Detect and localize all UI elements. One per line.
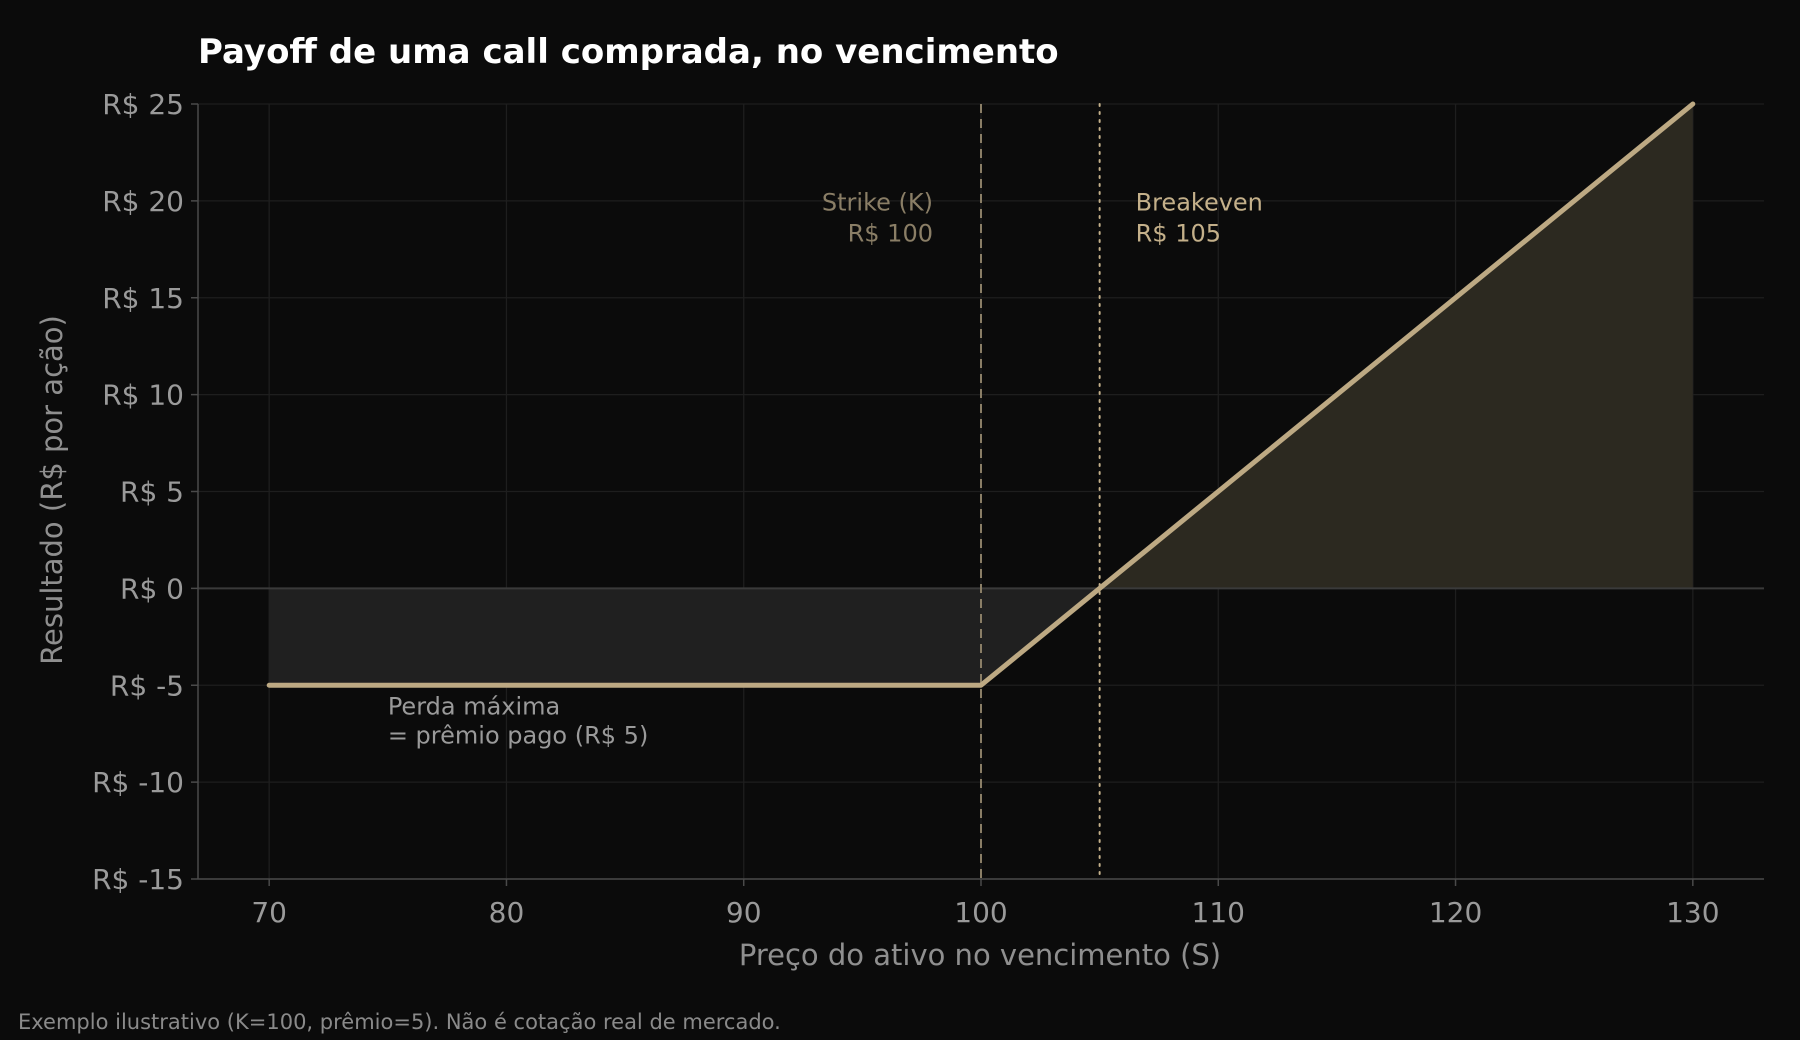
strike-label-value: R$ 100 (848, 220, 933, 248)
x-tick-label-110: 110 (1192, 896, 1245, 929)
y-tick-label--10: R$ -10 (92, 766, 184, 799)
x-tick-label-100: 100 (954, 896, 1007, 929)
y-tick-label-5: R$ 5 (120, 476, 184, 509)
y-tick-label-25: R$ 25 (102, 88, 184, 121)
y-tick-label-10: R$ 10 (102, 379, 184, 412)
axes (191, 103, 1764, 886)
breakeven-label-name: Breakeven (1136, 189, 1263, 217)
x-tick-label-130: 130 (1666, 896, 1719, 929)
strike-label-name: Strike (K) (822, 189, 933, 217)
y-tick-label-0: R$ 0 (120, 572, 184, 605)
x-tick-label-70: 70 (251, 896, 287, 929)
loss-region-fill (269, 588, 1100, 686)
chart-title: Payoff de uma call comprada, no vencimen… (198, 32, 1059, 72)
y-tick-label-15: R$ 15 (102, 282, 184, 315)
x-tick-label-90: 90 (726, 896, 762, 929)
breakeven-label-value: R$ 105 (1136, 220, 1221, 248)
footnote: Exemplo ilustrativo (K=100, prêmio=5). N… (18, 1010, 781, 1034)
y-tick-label--5: R$ -5 (110, 669, 184, 702)
x-tick-label-80: 80 (489, 896, 525, 929)
y-tick-labels: R$ -15 R$ -10 R$ -5 R$ 0 R$ 5 R$ 10 R$ 15 R$ 20… (92, 88, 184, 896)
x-tick-label-120: 120 (1429, 896, 1482, 929)
y-tick-label--15: R$ -15 (92, 863, 184, 896)
y-axis-label: Resultado (R$ por ação) (35, 315, 69, 665)
payoff-line (266, 101, 1696, 688)
reference-lines (980, 103, 1101, 880)
max-loss-annotation-line2: = prêmio pago (R$ 5) (388, 721, 649, 749)
y-tick-label-20: R$ 20 (102, 185, 184, 218)
payoff-series (266, 101, 1696, 688)
x-axis-label: Preço do ativo no vencimento (S) (739, 938, 1221, 972)
x-tick-labels: 70 80 90 100 110 120 130 (251, 896, 1719, 929)
max-loss-annotation-line1: Perda máxima (388, 692, 560, 720)
